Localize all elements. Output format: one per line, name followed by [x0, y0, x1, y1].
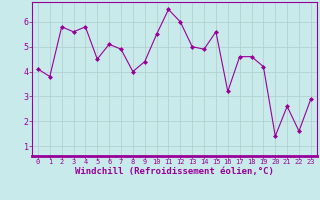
X-axis label: Windchill (Refroidissement éolien,°C): Windchill (Refroidissement éolien,°C) [75, 167, 274, 176]
